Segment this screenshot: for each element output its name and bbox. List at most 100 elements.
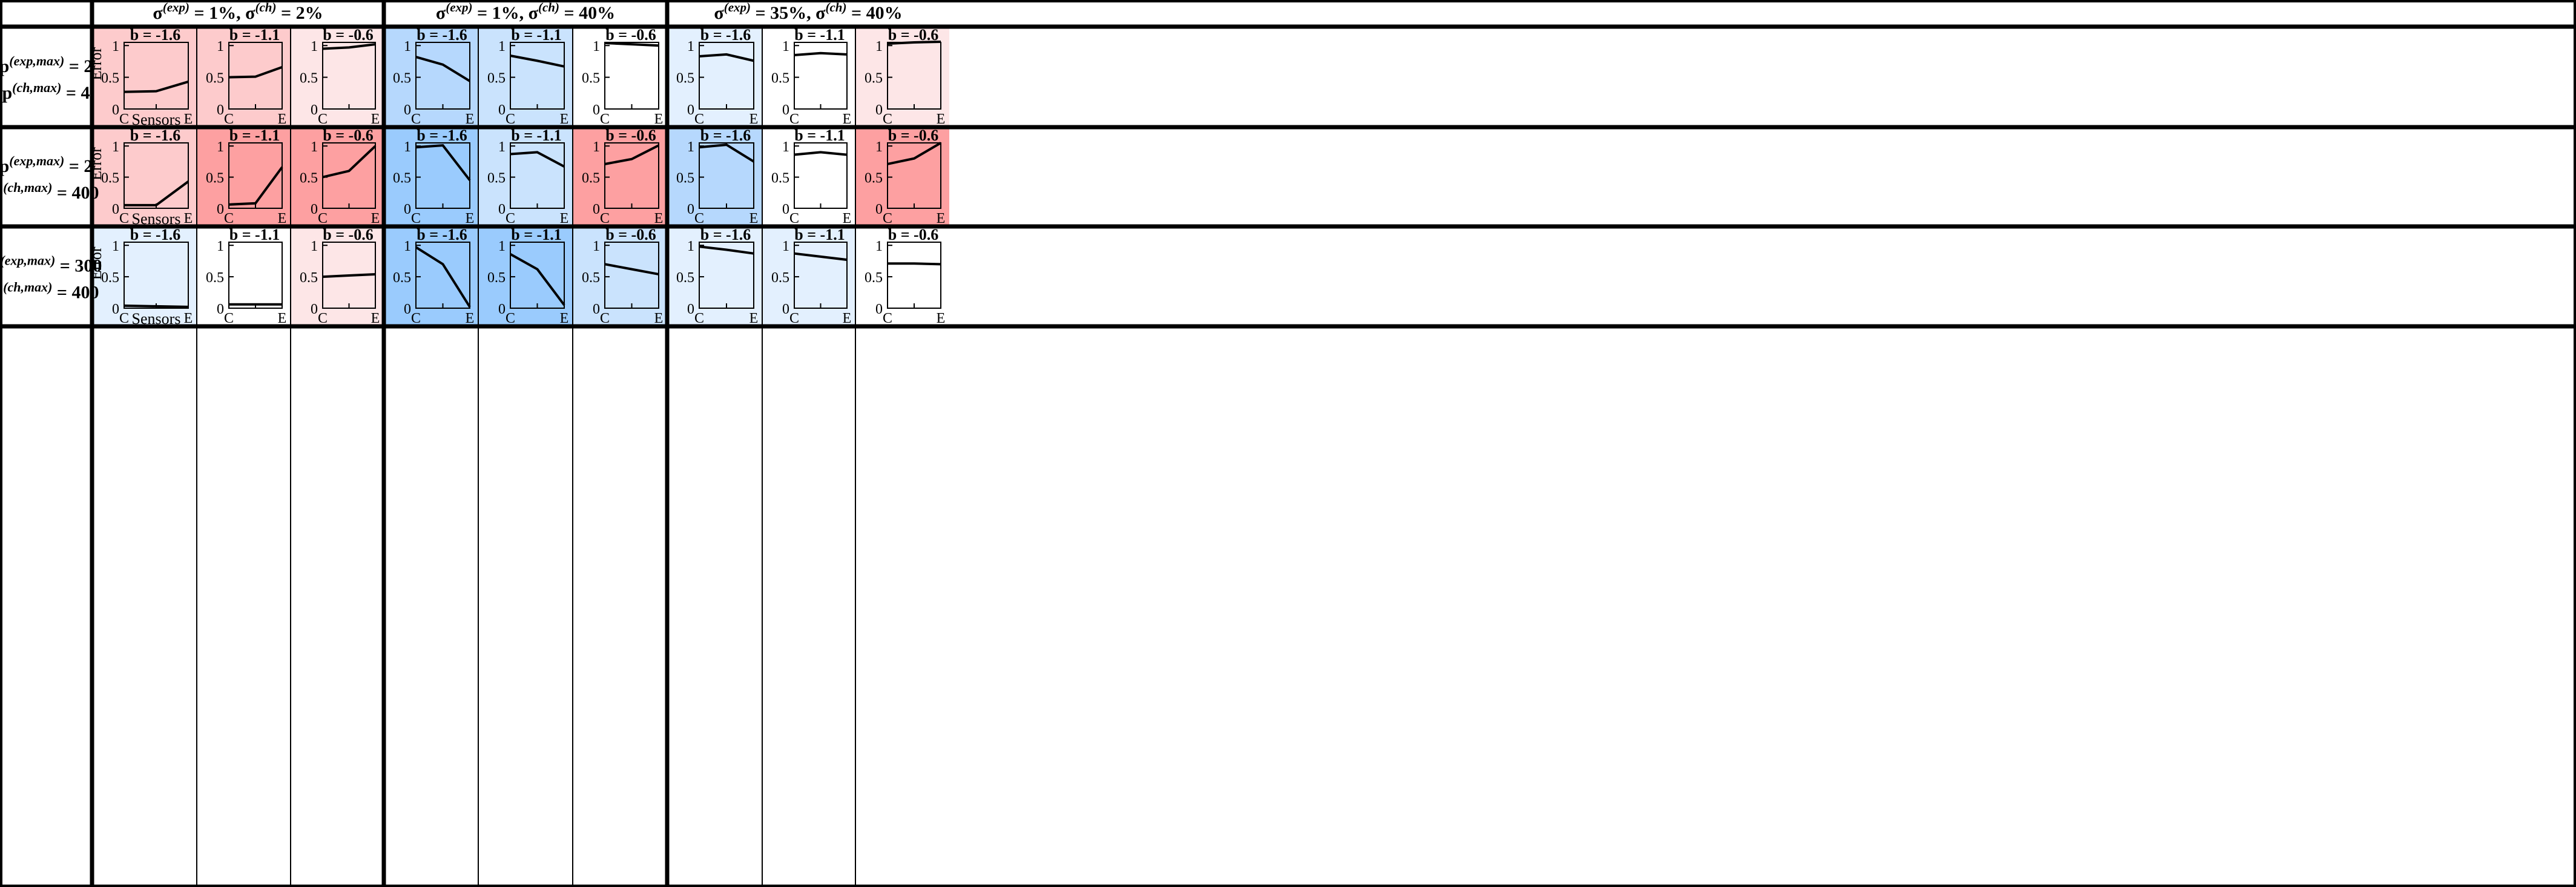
y-tick-label: 0 <box>217 202 224 217</box>
y-tick-label: 1 <box>112 39 119 54</box>
x-tick-label-first: C <box>883 311 892 326</box>
y-tick-label: 0 <box>311 202 318 217</box>
y-tick-label: 0.5 <box>206 71 224 87</box>
x-tick-label-last: E <box>937 311 946 326</box>
y-tick-label: 0 <box>593 102 600 118</box>
y-tick-label: 0 <box>311 302 318 317</box>
x-tick-label-first: C <box>694 111 704 127</box>
x-tick-label-last: E <box>278 211 287 226</box>
y-tick-label: 1 <box>875 139 883 155</box>
y-tick-label: 0 <box>687 102 694 118</box>
x-tick-label-last: E <box>843 111 852 127</box>
x-tick-label-first: C <box>506 311 515 326</box>
x-tick-label-first: C <box>600 311 610 326</box>
y-tick-label: 0 <box>687 302 694 317</box>
y-tick-label: 0.5 <box>487 71 506 87</box>
y-tick-label: 1 <box>311 239 318 254</box>
y-tick-label: 0 <box>498 202 506 217</box>
series-line <box>888 263 941 264</box>
x-tick-label-first: C <box>318 311 328 326</box>
x-tick-label-first: C <box>119 211 129 226</box>
x-tick-label-last: E <box>654 111 664 127</box>
y-tick-label: 1 <box>687 139 694 155</box>
x-tick-label-first: C <box>789 111 799 127</box>
x-tick-label-last: E <box>278 111 287 127</box>
y-tick-label: 1 <box>404 139 411 155</box>
x-tick-label-first: C <box>694 311 704 326</box>
y-tick-label: 0.5 <box>206 171 224 186</box>
y-tick-label: 0.5 <box>771 171 789 186</box>
y-tick-label: 0.5 <box>676 171 694 186</box>
y-tick-label: 0.5 <box>865 71 883 87</box>
y-tick-label: 1 <box>217 39 224 54</box>
x-tick-label-last: E <box>937 111 946 127</box>
y-tick-label: 0 <box>404 102 411 118</box>
y-tick-label: 1 <box>112 139 119 155</box>
y-tick-label: 1 <box>404 239 411 254</box>
y-tick-label: 0 <box>593 302 600 317</box>
y-tick-label: 0 <box>875 202 883 217</box>
x-tick-label-first: C <box>506 111 515 127</box>
y-tick-label: 1 <box>112 239 119 254</box>
y-tick-label: 0.5 <box>393 171 411 186</box>
y-tick-label: 1 <box>593 239 600 254</box>
figure-canvas: b = -1.600.51C ESensorsErrorb = -1.100.51… <box>0 0 2576 887</box>
y-tick-label: 0.5 <box>582 270 600 286</box>
y-tick-label: 0 <box>782 302 789 317</box>
y-tick-label: 1 <box>687 239 694 254</box>
y-tick-label: 1 <box>498 139 506 155</box>
x-tick-label-last: E <box>278 311 287 326</box>
y-tick-label: 1 <box>593 39 600 54</box>
x-tick-label-last: E <box>371 211 380 226</box>
x-tick-label-last: E <box>184 111 193 127</box>
y-tick-label: 0.5 <box>300 171 318 186</box>
y-tick-label: 1 <box>217 239 224 254</box>
y-tick-label: 0 <box>112 302 119 317</box>
y-tick-label: 0.5 <box>582 171 600 186</box>
x-tick-label-last: E <box>654 311 664 326</box>
y-tick-label: 0.5 <box>582 71 600 87</box>
x-tick-label-last: E <box>466 311 475 326</box>
y-tick-label: 0 <box>217 302 224 317</box>
x-tick-label-first: C <box>318 211 328 226</box>
x-tick-label-last: E <box>937 211 946 226</box>
y-tick-label: 1 <box>498 239 506 254</box>
x-tick-label-first: C <box>789 211 799 226</box>
y-tick-label: 0.5 <box>300 71 318 87</box>
y-tick-label: 0.5 <box>300 270 318 286</box>
y-tick-label: 1 <box>875 39 883 54</box>
y-tick-label: 1 <box>782 239 789 254</box>
y-tick-label: 0.5 <box>865 270 883 286</box>
x-tick-label-first: C <box>318 111 328 127</box>
y-tick-label: 0 <box>112 102 119 118</box>
x-tick-label-first: C <box>506 211 515 226</box>
y-tick-label: 0.5 <box>771 71 789 87</box>
y-tick-label: 0.5 <box>487 270 506 286</box>
x-tick-label-last: E <box>560 111 569 127</box>
y-tick-label: 0 <box>404 202 411 217</box>
y-tick-label: 1 <box>404 39 411 54</box>
x-tick-label-last: E <box>654 211 664 226</box>
x-tick-label-first: C <box>789 311 799 326</box>
y-tick-label: 1 <box>311 139 318 155</box>
y-tick-label: 0 <box>498 302 506 317</box>
x-tick-label-last: E <box>749 211 759 226</box>
y-tick-label: 0 <box>875 302 883 317</box>
y-tick-label: 0 <box>782 102 789 118</box>
x-tick-label-last: E <box>843 311 852 326</box>
y-tick-label: 0.5 <box>676 71 694 87</box>
y-tick-label: 0.5 <box>487 171 506 186</box>
x-tick-label-first: C <box>411 311 421 326</box>
x-tick-label-last: E <box>184 211 193 226</box>
y-tick-label: 1 <box>217 139 224 155</box>
y-tick-label: 0.5 <box>771 270 789 286</box>
y-tick-label: 0 <box>875 102 883 118</box>
x-tick-label-first: C <box>694 211 704 226</box>
y-tick-label: 0 <box>311 102 318 118</box>
x-tick-label-first: C <box>883 111 892 127</box>
x-tick-label-last: E <box>371 311 380 326</box>
x-tick-label-last: E <box>560 311 569 326</box>
x-tick-label-first: C <box>600 111 610 127</box>
y-tick-label: 0.5 <box>206 270 224 286</box>
x-tick-label-first: C <box>411 211 421 226</box>
